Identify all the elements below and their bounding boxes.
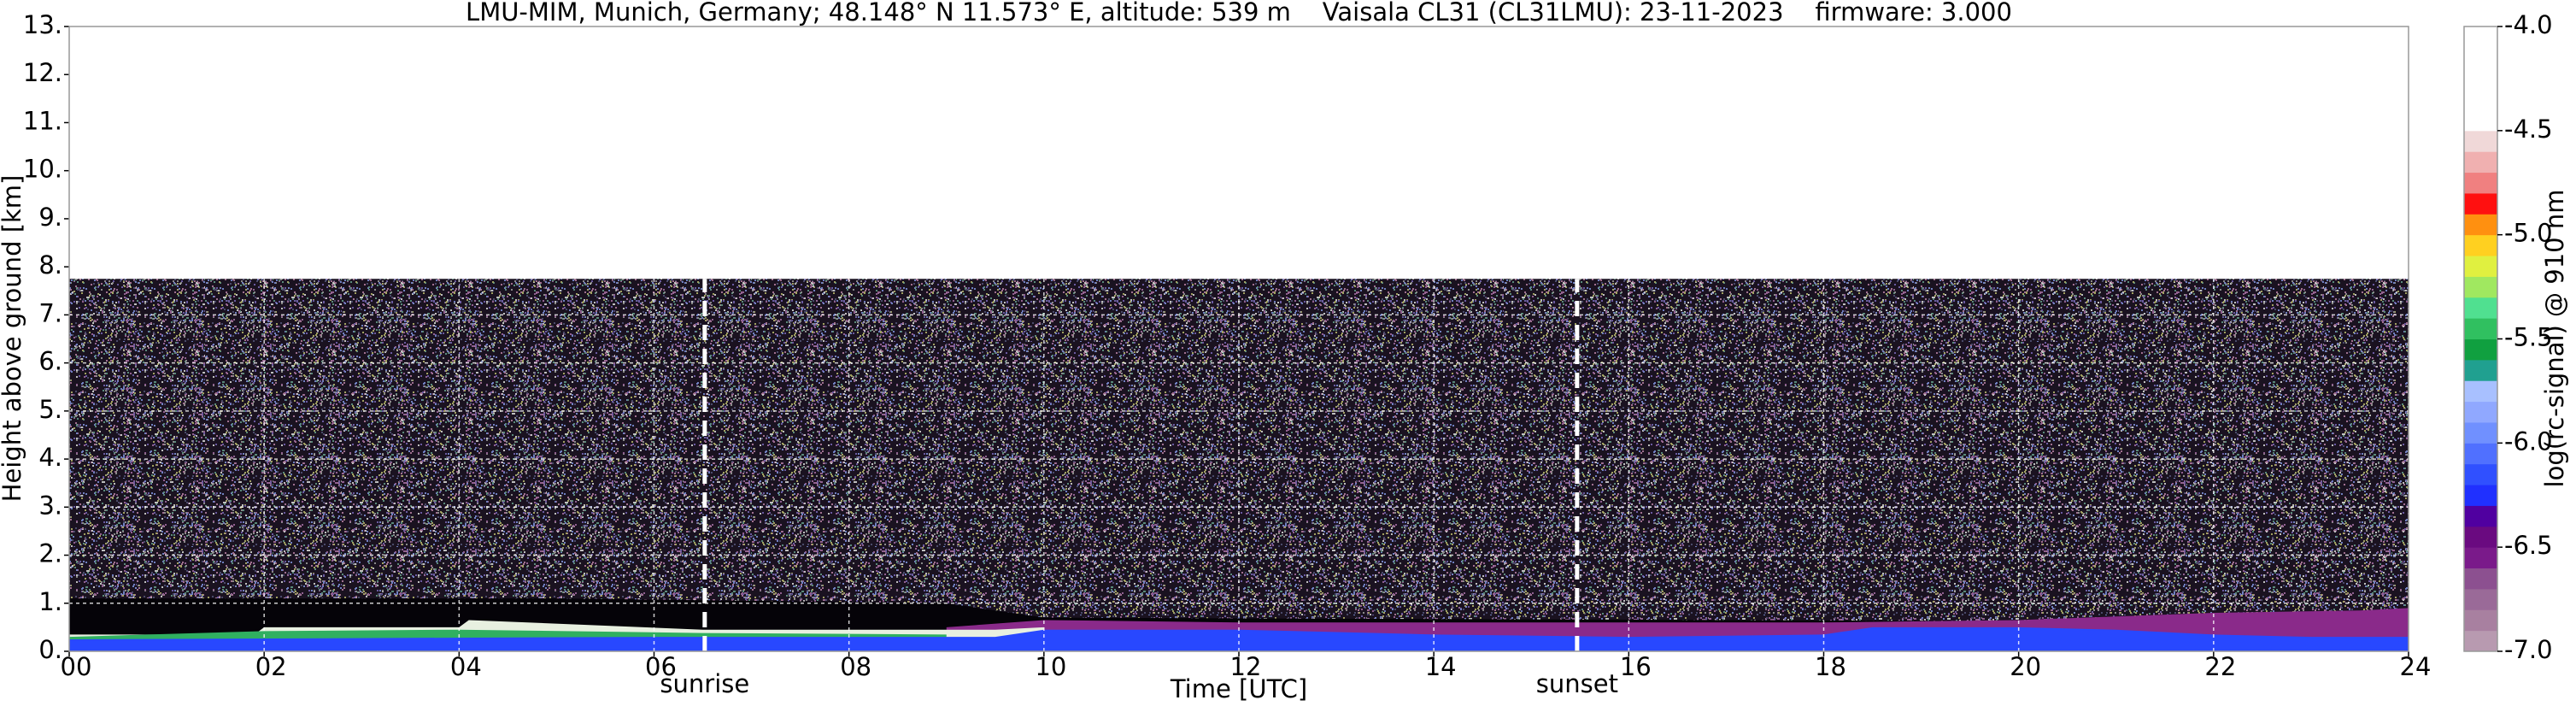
colorbar-segment [2464, 47, 2497, 69]
x-tick-label: 04 [450, 652, 482, 681]
colorbar-segment [2464, 338, 2497, 361]
colorbar-segment [2464, 297, 2497, 319]
chart-title: LMU-MIM, Munich, Germany; 48.148° N 11.5… [466, 0, 2012, 26]
x-tick-label: 16 [1620, 652, 1652, 681]
plot-frame [68, 26, 2409, 652]
y-tick-label: 6. [38, 347, 62, 376]
colorbar-tick-label: -4.5 [2504, 115, 2553, 144]
x-tick-label: 00 [61, 652, 92, 681]
y-tick-label: 0. [38, 635, 62, 664]
x-tick-label: 08 [840, 652, 871, 681]
y-tick-label: 12. [23, 58, 62, 87]
y-tick-label: 11. [23, 106, 62, 135]
y-tick-label: 4. [38, 443, 62, 472]
x-tick-label: 10 [1035, 652, 1066, 681]
colorbar-tick-label: -4.0 [2504, 10, 2553, 39]
colorbar-segment [2464, 109, 2497, 132]
colorbar-segment [2464, 172, 2497, 194]
annotation: sunrise [660, 669, 749, 698]
colorbar-segment [2464, 318, 2497, 339]
colorbar-segment [2464, 485, 2497, 506]
colorbar-segment [2464, 276, 2497, 298]
x-tick-label: 12 [1230, 652, 1262, 681]
colorbar-segment [2464, 151, 2497, 174]
x-tick-label: 22 [2204, 652, 2236, 681]
signal-layer [69, 627, 2409, 651]
x-tick-label: 06 [645, 652, 677, 681]
y-tick-label: 3. [38, 491, 62, 520]
x-tick-label: 02 [255, 652, 287, 681]
y-tick-label: 7. [38, 298, 62, 327]
colorbar-segment [2464, 256, 2497, 277]
y-tick-label: 2. [38, 539, 62, 568]
y-tick-label: 1. [38, 587, 62, 616]
colorbar-segment [2464, 630, 2497, 652]
colorbar-segment [2464, 443, 2497, 465]
x-tick-label: 14 [1425, 652, 1457, 681]
colorbar-segment [2464, 130, 2497, 152]
colorbar-segment [2464, 234, 2497, 256]
y-axis-label: Height above ground [km] [0, 175, 26, 503]
colorbar-segment [2464, 505, 2497, 527]
colorbar-tick-label: -6.0 [2504, 427, 2553, 456]
colorbar-segment [2464, 214, 2497, 236]
colorbar-tick-label: -5.0 [2504, 219, 2553, 248]
colorbar-segment [2464, 547, 2497, 569]
colorbar-tick-label: -5.5 [2504, 323, 2553, 352]
colorbar-segment [2464, 588, 2497, 610]
x-tick-label: 20 [2010, 652, 2041, 681]
colorbar-tick-label: -7.0 [2504, 635, 2553, 664]
y-tick-label: 5. [38, 395, 62, 424]
y-tick-label: 9. [38, 203, 62, 232]
y-tick-label: 13. [23, 10, 62, 39]
colorbar-segment [2464, 192, 2497, 215]
colorbar-segment [2464, 526, 2497, 548]
colorbar-segment [2464, 401, 2497, 423]
colorbar-segment [2464, 421, 2497, 444]
colorbar-label: log(rc-signal) @ 910 nm [2540, 190, 2569, 488]
x-tick-label: 18 [1815, 652, 1846, 681]
x-axis-label: Time [UTC] [1170, 674, 1307, 703]
colorbar-segment [2464, 68, 2497, 90]
colorbar-segment [2464, 359, 2497, 381]
colorbar-tick-label: -6.5 [2504, 531, 2553, 560]
colorbar-segment [2464, 463, 2497, 485]
y-tick-label: 8. [38, 250, 62, 279]
colorbar-segment [2464, 568, 2497, 590]
colorbar-segment [2464, 26, 2497, 48]
colorbar-segment [2464, 89, 2497, 110]
colorbar-segment [2464, 380, 2497, 403]
colorbar-segment [2464, 609, 2497, 632]
y-tick-label: 10. [23, 155, 62, 184]
annotation: sunset [1536, 669, 1618, 698]
x-tick-label: 24 [2400, 652, 2432, 681]
